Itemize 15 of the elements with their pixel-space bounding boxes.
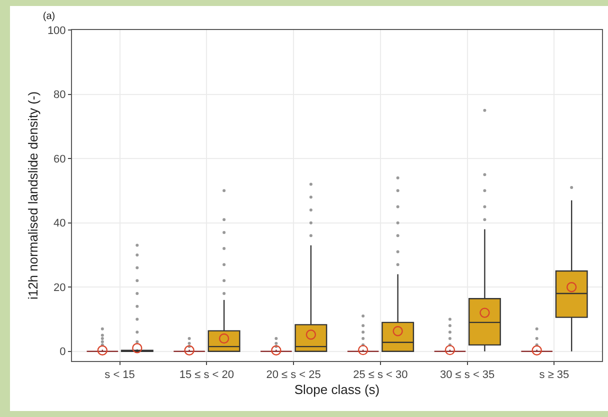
x-tick-label: s ≥ 35 xyxy=(539,369,570,382)
x-tick-label: 30 ≤ s < 35 xyxy=(440,369,495,382)
x-tick-label: s < 15 xyxy=(104,369,135,382)
x-tick-label: 15 ≤ s < 20 xyxy=(179,369,234,382)
y-tick-label: 0 xyxy=(60,346,66,358)
x-tick-label: 20 ≤ s < 25 xyxy=(266,369,321,382)
y-axis-title: i12h normalised landslide density (-) xyxy=(25,91,40,300)
y-tick-label: 60 xyxy=(54,153,66,166)
y-tick-label: 80 xyxy=(54,89,66,102)
x-tick-label: 25 ≤ s < 30 xyxy=(353,369,408,382)
chart-title: (a) xyxy=(42,11,56,22)
y-tick-label: 40 xyxy=(54,218,66,230)
y-tick-label: 100 xyxy=(47,24,66,37)
y-tick-label: 20 xyxy=(54,282,66,294)
x-axis-title: Slope class (s) xyxy=(294,382,380,397)
